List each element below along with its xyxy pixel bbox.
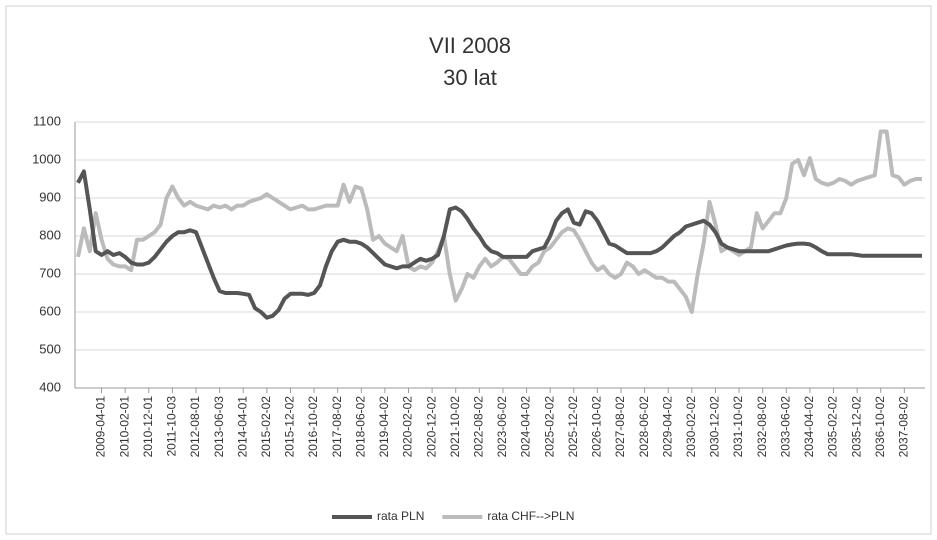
x-tick-label: 2019-04-02 xyxy=(377,396,391,458)
y-tick-label: 500 xyxy=(39,341,61,356)
x-tick-label: 2013-06-03 xyxy=(212,396,226,458)
x-tick-label: 2020-12-02 xyxy=(424,396,438,458)
x-tick-label: 2024-04-02 xyxy=(519,396,533,458)
series-line xyxy=(76,169,922,320)
x-tick-label: 2009-04-01 xyxy=(94,396,108,458)
chart-frame xyxy=(5,5,932,535)
x-tick-label: 2032-08-02 xyxy=(755,396,769,458)
x-tick-label: 2025-12-02 xyxy=(566,396,580,458)
y-tick-label: 1100 xyxy=(33,113,61,128)
x-tick-label: 2016-10-02 xyxy=(306,396,320,458)
x-tick-label: 2020-02-02 xyxy=(401,396,415,458)
x-tick-label: 2011-10-03 xyxy=(165,396,179,457)
x-tick-label: 2030-12-02 xyxy=(708,396,722,458)
x-tick-label: 2014-04-01 xyxy=(235,396,249,458)
chart-subtitle: 30 lat xyxy=(443,65,497,90)
x-tick-label: 2027-08-02 xyxy=(613,396,627,458)
x-tick-label: 2036-10-02 xyxy=(873,396,887,458)
x-tick-label: 2026-10-02 xyxy=(590,396,604,458)
chart-title: VII 2008 xyxy=(429,33,511,58)
x-tick-label: 2021-10-02 xyxy=(448,396,462,458)
y-tick-label: 800 xyxy=(39,227,61,242)
legend-label: rata CHF-->PLN xyxy=(487,509,574,523)
x-tick-label: 2017-08-02 xyxy=(330,396,344,458)
y-tick-label: 700 xyxy=(39,265,61,280)
x-tick-label: 2035-12-02 xyxy=(849,396,863,458)
y-tick-label: 600 xyxy=(39,303,61,318)
x-tick-label: 2035-02-02 xyxy=(826,396,840,458)
series-line xyxy=(76,129,922,314)
y-tick-label: 400 xyxy=(39,379,61,394)
legend-label: rata PLN xyxy=(377,509,424,523)
x-tick-label: 2028-06-02 xyxy=(637,396,651,458)
x-tick-label: 2029-04-02 xyxy=(660,396,674,458)
x-tick-label: 2023-06-02 xyxy=(495,396,509,458)
x-tick-label: 2015-12-02 xyxy=(283,396,297,458)
x-tick-label: 2010-02-01 xyxy=(117,396,131,458)
y-tick-label: 1000 xyxy=(32,151,61,166)
x-tick-label: 2030-02-02 xyxy=(684,396,698,458)
x-tick-label: 2018-06-02 xyxy=(353,396,367,458)
x-tick-label: 2031-10-02 xyxy=(731,396,745,458)
y-tick-label: 900 xyxy=(39,189,61,204)
x-tick-label: 2025-02-02 xyxy=(542,396,556,458)
x-tick-label: 2034-04-02 xyxy=(802,396,816,458)
x-tick-label: 2022-08-02 xyxy=(472,396,486,458)
x-tick-label: 2033-06-02 xyxy=(778,396,792,458)
x-tick-label: 2037-08-02 xyxy=(897,396,911,458)
x-tick-label: 2010-12-01 xyxy=(141,396,155,458)
x-tick-label: 2012-08-01 xyxy=(188,396,202,458)
x-tick-label: 2015-02-02 xyxy=(259,396,273,458)
